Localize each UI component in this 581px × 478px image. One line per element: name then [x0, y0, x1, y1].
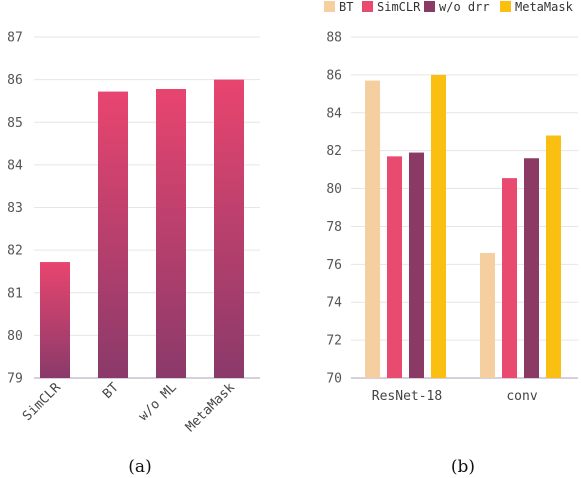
- chart-b-x-tick-label: conv: [506, 389, 537, 404]
- chart-a-y-tick-label: 85: [7, 116, 23, 131]
- legend-swatch: [362, 1, 373, 12]
- chart-b-y-tick-label: 70: [326, 372, 342, 387]
- chart-a-y-tick-label: 83: [7, 201, 23, 216]
- chart-b-bar: [480, 252, 495, 378]
- chart-a-x-tick-label: MetaMask: [183, 380, 238, 435]
- chart-b-x-tick-label: ResNet-18: [372, 389, 442, 404]
- chart-a-x-axis: SimCLR BT w/o ML MetaMask: [20, 380, 238, 435]
- legend-swatch: [324, 1, 335, 12]
- chart-b-y-tick-label: 86: [326, 68, 342, 83]
- chart-b-y-tick-label: 84: [326, 106, 342, 121]
- chart-b-y-tick-label: 76: [326, 258, 342, 273]
- chart-b-bar: [524, 158, 539, 378]
- chart-b-y-tick-label: 80: [326, 182, 342, 197]
- chart-b-legend-item: w/o drr: [424, 0, 490, 14]
- chart-a-y-tick-label: 79: [7, 372, 23, 387]
- chart-a-y-tick-label: 84: [7, 158, 23, 173]
- chart-a-y-tick-label: 87: [7, 31, 23, 46]
- chart-b-y-tick-label: 88: [326, 31, 342, 46]
- chart-a-bar: [156, 89, 186, 378]
- chart-a-x-tick-label: w/o ML: [136, 380, 180, 424]
- chart-a-x-tick-label: SimCLR: [20, 380, 64, 424]
- chart-a-x-tick-label: BT: [100, 380, 122, 402]
- chart-a: 79 80 81 82 83 84 85 86 87 SimCLR BT w/o ML MetaMas…: [7, 31, 260, 477]
- chart-b-x-axis: ResNet-18 conv: [372, 389, 538, 404]
- chart-b-y-tick-label: 82: [326, 144, 342, 159]
- chart-b-legend: BT SimCLR w/o drr MetaMask: [324, 0, 574, 14]
- chart-b: BT SimCLR w/o drr MetaMask 70 72 74 76 78 80 82 84…: [324, 0, 578, 477]
- chart-a-bar: [214, 79, 244, 378]
- chart-a-y-axis: 79 80 81 82 83 84 85 86 87: [7, 31, 23, 387]
- chart-b-caption: (b): [451, 457, 475, 477]
- chart-b-bar: [502, 178, 517, 378]
- legend-swatch: [500, 1, 511, 12]
- chart-a-y-tick-label: 82: [7, 244, 23, 259]
- chart-a-bars: [40, 79, 244, 378]
- legend-swatch: [424, 1, 435, 12]
- chart-a-y-tick-label: 80: [7, 329, 23, 344]
- chart-b-y-axis: 70 72 74 76 78 80 82 84 86 88: [326, 31, 342, 387]
- chart-a-bar: [40, 262, 70, 378]
- chart-b-bar: [431, 74, 446, 378]
- legend-label: SimCLR: [377, 0, 421, 14]
- chart-b-bar: [387, 156, 402, 378]
- chart-b-bar: [365, 80, 380, 379]
- chart-b-y-tick-label: 72: [326, 334, 342, 349]
- chart-a-caption: (a): [128, 457, 151, 477]
- chart-b-bars: [365, 74, 561, 379]
- chart-b-y-tick-label: 74: [326, 296, 342, 311]
- chart-b-bar: [409, 152, 424, 378]
- chart-b-gridlines: [351, 36, 578, 379]
- legend-label: MetaMask: [515, 0, 574, 14]
- chart-a-y-tick-label: 86: [7, 73, 23, 88]
- legend-label: w/o drr: [439, 0, 490, 14]
- chart-b-bar: [546, 135, 561, 378]
- chart-b-y-tick-label: 78: [326, 220, 342, 235]
- chart-b-legend-item: BT: [324, 0, 353, 14]
- legend-label: BT: [339, 0, 353, 14]
- chart-b-legend-item: SimCLR: [362, 0, 421, 14]
- chart-a-y-tick-label: 81: [7, 286, 23, 301]
- chart-b-legend-item: MetaMask: [500, 0, 574, 14]
- chart-a-bar: [98, 91, 128, 378]
